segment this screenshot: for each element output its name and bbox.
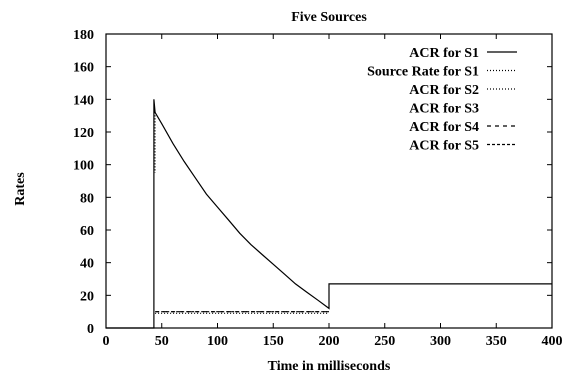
x-tick-label: 400 — [542, 334, 563, 349]
legend-label-acr-for-s1: ACR for S1 — [409, 46, 479, 61]
x-tick-label: 0 — [103, 334, 110, 349]
x-tick-label: 200 — [319, 334, 340, 349]
ticks: 0 50 100 150 200 250 300 350 400 0 20 40 60 80 100 120 1… — [73, 28, 563, 349]
y-tick-label: 160 — [73, 61, 94, 76]
x-axis-label: Time in milliseconds — [268, 359, 391, 373]
y-tick-label: 20 — [80, 289, 94, 304]
y-tick-label: 60 — [80, 224, 94, 239]
x-tick-label: 250 — [374, 334, 395, 349]
legend-label-source-rate-for-s1: Source Rate for S1 — [367, 65, 479, 80]
y-tick-label: 80 — [80, 191, 94, 206]
y-tick-label: 120 — [73, 126, 94, 141]
x-tick-label: 100 — [207, 334, 228, 349]
y-tick-label: 40 — [80, 257, 94, 272]
legend-label-acr-for-s2: ACR for S2 — [409, 83, 479, 98]
x-tick-label: 150 — [263, 334, 284, 349]
y-tick-label: 100 — [73, 159, 94, 174]
x-tick-label: 350 — [486, 334, 507, 349]
legend-label-acr-for-s5: ACR for S5 — [409, 139, 479, 154]
y-tick-label: 180 — [73, 28, 94, 43]
legend: ACR for S1 Source Rate for S1 ACR for S2 AC… — [367, 46, 517, 154]
x-tick-label: 300 — [430, 334, 451, 349]
legend-label-acr-for-s3: ACR for S3 — [409, 102, 479, 117]
x-tick-label: 50 — [155, 334, 169, 349]
y-tick-label: 140 — [73, 93, 94, 108]
y-axis-label: Rates — [13, 172, 28, 206]
y-tick-label: 0 — [87, 322, 94, 337]
series-lines — [106, 99, 552, 329]
chart-title: Five Sources — [291, 10, 367, 25]
series-line-acr-for-s1 — [106, 99, 552, 329]
legend-label-acr-for-s4: ACR for S4 — [409, 120, 479, 135]
